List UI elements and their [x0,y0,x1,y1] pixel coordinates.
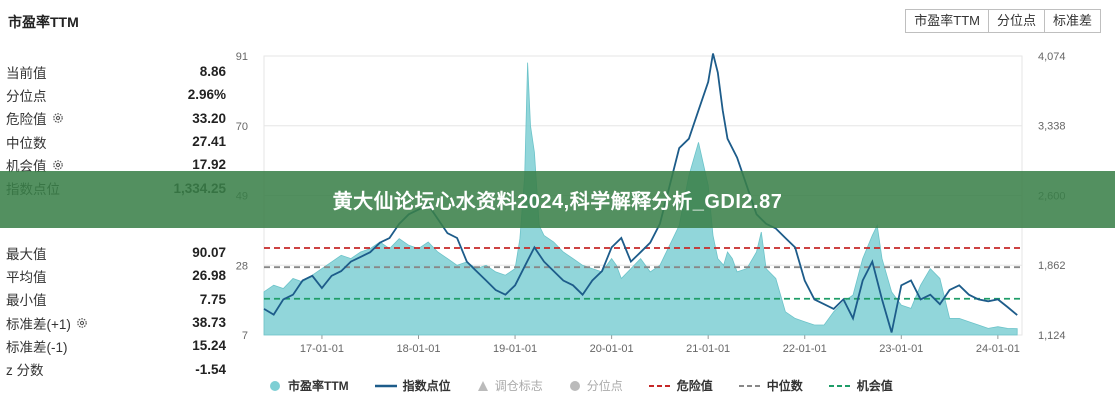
legend-line-symbol [374,384,397,387]
stat-value: 7.75 [199,291,226,307]
panel-title: 市盈率TTM [8,14,79,30]
tab-percentile[interactable]: 分位点 [987,9,1045,33]
legend-item[interactable]: 调仓标志 [477,377,543,394]
legend-triangle-symbol [477,380,488,391]
stat-row: z 分数 -1.54 [6,357,226,380]
y-left-tick-label: 28 [236,260,248,272]
y-left-tick-label: 91 [236,51,248,63]
stat-row: 标准差(+1) 38.73 [6,311,226,334]
stat-label: 标准差(+1) [6,313,88,333]
stat-row: 最大值 90.07 [6,241,226,264]
x-tick-label: 18-01-01 [396,343,440,355]
stat-value: 27.41 [192,134,226,150]
legend-dash-symbol [648,384,671,387]
x-tick-label: 17-01-01 [300,343,344,355]
index-line-series [263,53,1018,333]
y-left-tick-label: 70 [236,121,248,133]
stat-value: 38.73 [192,315,226,331]
stat-value: 33.20 [192,110,226,126]
legend-label: 指数点位 [402,379,451,393]
y-right-tick-label: 3,338 [1038,121,1066,133]
x-tick-label: 19-01-01 [493,343,537,355]
banner-text: 黄大仙论坛心水资料2024,科学解释分析_GDI2.87 [332,191,783,213]
stat-label: 分位点 [6,88,47,104]
legend-area-symbol [270,380,280,391]
metric-tabs: 市盈率TTM 分位点 标准差 [905,9,1101,33]
stat-label: 机会值 [6,155,64,175]
x-tick-label: 23-01-01 [879,343,923,355]
stat-row: 平均值 26.98 [6,264,226,287]
gear-icon[interactable] [76,317,88,329]
stat-row: 当前值 8.86 [6,60,226,83]
stat-value: 15.24 [192,338,226,354]
stat-label: 当前值 [6,65,47,81]
overlay-banner: 黄大仙论坛心水资料2024,科学解释分析_GDI2.87 [0,171,1115,228]
stat-row: 危险值 33.20 [6,107,226,130]
stat-label: 中位数 [6,135,47,151]
chart-legend: 市盈率TTM 指数点位 调仓标志 分位点 危险值 中位数 机会值 [268,377,893,394]
legend-dot-symbol [569,380,580,391]
stat-label: 最大值 [6,246,47,262]
stat-label: z 分数 [6,363,44,379]
legend-label: 中位数 [766,379,803,393]
stat-row: 分位点 2.96% [6,83,226,106]
gear-icon[interactable] [52,112,64,124]
legend-label: 机会值 [856,379,893,393]
legend-dash-symbol [828,384,851,387]
stat-label: 最小值 [6,293,47,309]
y-left-tick-label: 7 [242,330,248,342]
stat-value: 2.96% [187,87,226,103]
x-tick-label: 20-01-01 [590,343,634,355]
y-right-tick-label: 4,074 [1038,51,1066,63]
stat-label: 标准差(-1) [6,339,68,355]
legend-label: 危险值 [676,379,713,393]
legend-dash-symbol [738,384,761,387]
stat-label: 平均值 [6,269,47,285]
stat-value: 8.86 [199,64,226,80]
legend-item[interactable]: 市盈率TTM [268,377,349,394]
x-tick-label: 22-01-01 [783,343,827,355]
pe-area-series [263,62,1018,336]
legend-item[interactable]: 危险值 [648,377,713,394]
stat-value: -1.54 [195,361,226,377]
tab-stddev[interactable]: 标准差 [1043,9,1101,33]
legend-label: 调仓标志 [494,379,543,393]
legend-item[interactable]: 机会值 [828,377,893,394]
stat-value: 26.98 [192,268,226,284]
stat-row: 标准差(-1) 15.24 [6,334,226,357]
stat-label: 危险值 [6,108,64,128]
y-right-tick-label: 1,124 [1038,330,1066,342]
stat-value: 17.92 [192,157,226,173]
y-right-tick-label: 1,862 [1038,260,1066,272]
legend-item[interactable]: 分位点 [569,377,623,394]
legend-item[interactable]: 中位数 [738,377,803,394]
stats-bottom: 最大值 90.07 平均值 26.98 最小值 7.75 标准差(+1) 38.73 标准差(-… [6,241,226,381]
legend-label: 分位点 [586,379,623,393]
stat-row: 机会值 17.92 [6,153,226,176]
tab-pe-ttm[interactable]: 市盈率TTM [905,9,989,33]
stat-row: 最小值 7.75 [6,288,226,311]
x-tick-label: 24-01-01 [976,343,1020,355]
gear-icon[interactable] [52,159,64,171]
stat-value: 90.07 [192,245,226,261]
legend-item[interactable]: 指数点位 [374,377,451,394]
x-tick-label: 21-01-01 [686,343,730,355]
legend-label: 市盈率TTM [288,379,349,393]
stat-row: 中位数 27.41 [6,130,226,153]
